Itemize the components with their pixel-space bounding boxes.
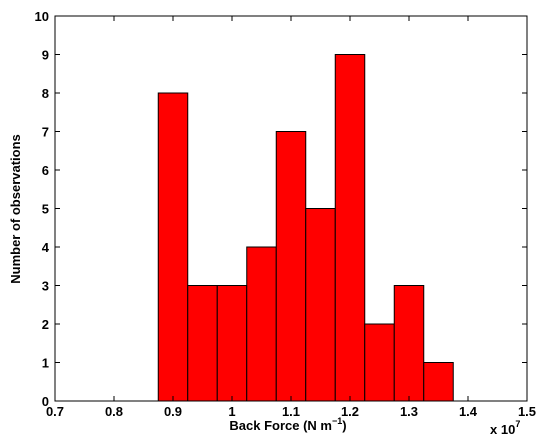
- y-tick-label: 0: [42, 394, 49, 409]
- x-axis-ticks: 0.7 0.8 0.9 1 1.1 1.2 1.3 1.4 1.5: [46, 16, 536, 419]
- x-tick-label: 1: [228, 404, 235, 419]
- x-tick-label: 1.1: [282, 404, 300, 419]
- y-tick-label: 9: [42, 48, 49, 63]
- x-tick-label: 1.3: [400, 404, 418, 419]
- x-tick-label: 1.4: [459, 404, 478, 419]
- y-tick-label: 5: [42, 202, 49, 217]
- histogram-bar: [157, 92, 189, 402]
- x-tick-label: 0.7: [46, 404, 64, 419]
- x-axis-label: Back Force (N m−1): [229, 416, 346, 433]
- y-tick-label: 2: [42, 317, 49, 332]
- y-tick-label: 8: [42, 86, 49, 101]
- y-tick-label: 10: [35, 9, 49, 24]
- bars-group: [157, 54, 454, 402]
- histogram-bar: [364, 323, 395, 402]
- y-axis-label: Number of observations: [8, 134, 23, 284]
- y-tick-label: 6: [42, 163, 49, 178]
- y-tick-label: 1: [42, 356, 49, 371]
- histogram-bar: [393, 285, 425, 402]
- y-axis-ticks: 0 1 2 3 4 5 6 7 8 9 10: [35, 9, 527, 409]
- histogram-bar: [187, 285, 218, 402]
- y-tick-label: 3: [42, 279, 49, 294]
- histogram-bar: [275, 131, 307, 402]
- x-tick-label: 0.8: [105, 404, 123, 419]
- histogram-bar: [305, 208, 336, 402]
- x-tick-label: 0.9: [164, 404, 182, 419]
- histogram-bar: [216, 285, 248, 402]
- histogram-bar: [334, 54, 366, 402]
- x-tick-label: 1.5: [518, 404, 536, 419]
- y-tick-label: 4: [42, 240, 50, 255]
- histogram-bar: [246, 246, 277, 402]
- y-tick-label: 7: [42, 125, 49, 140]
- histogram-bar: [423, 362, 454, 402]
- x-tick-label: 1.2: [341, 404, 359, 419]
- x-axis-multiplier: x 107: [490, 419, 520, 437]
